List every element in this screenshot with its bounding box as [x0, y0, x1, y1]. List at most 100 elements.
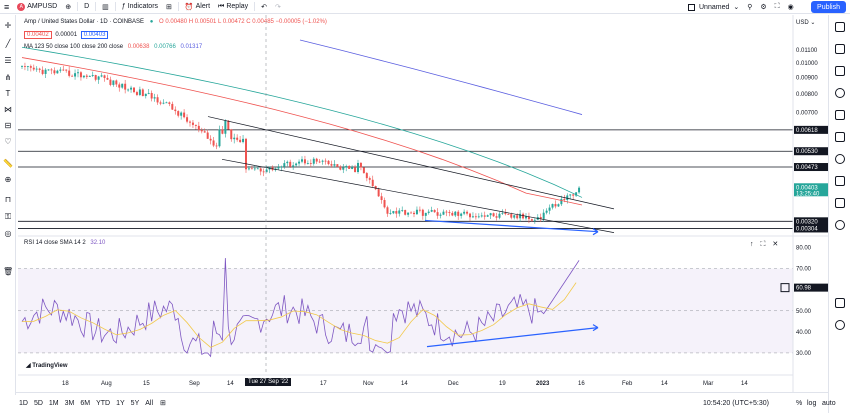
rsi-tick: 40.00	[796, 330, 812, 336]
eye-icon[interactable]: ◎	[4, 229, 12, 238]
range-5d[interactable]: 5D	[33, 399, 43, 407]
candle-body	[359, 162, 362, 168]
symbol-search[interactable]: A AMPUSD	[13, 0, 61, 14]
layout-name: Unnamed	[699, 3, 730, 11]
range-1d[interactable]: 1D	[19, 399, 28, 407]
candle-body	[35, 68, 38, 70]
auto-toggle[interactable]: auto	[822, 399, 836, 407]
news-icon[interactable]	[835, 132, 845, 142]
trash-icon[interactable]: 🗑	[3, 267, 14, 276]
ruler-icon[interactable]: 📏	[3, 159, 13, 168]
pitchfork-icon[interactable]: ⋔	[4, 73, 12, 82]
redo-icon[interactable]: ↷	[275, 3, 281, 11]
candle-body	[56, 70, 59, 74]
rsi-trend-arrow	[426, 327, 599, 348]
heart-icon[interactable]: ♡	[4, 137, 12, 146]
crosshair-icon[interactable]: ✛	[4, 21, 12, 30]
zoom-icon[interactable]: ⊕	[4, 175, 12, 184]
search-icon[interactable]: ⚲	[747, 4, 753, 11]
range-1y[interactable]: 1Y	[116, 399, 125, 407]
calendar-icon[interactable]	[835, 110, 845, 120]
currency-selector[interactable]: USD ⌄	[796, 20, 816, 26]
time-tick: 2023	[536, 381, 550, 387]
ask-chip[interactable]: 0.00403	[80, 31, 109, 39]
bid-chip[interactable]: 0.00402	[24, 31, 52, 39]
candle-body	[189, 121, 191, 123]
ma-legend: MA 123 50 close 100 close 200 close 0.00…	[24, 44, 202, 50]
watchlist-icon[interactable]	[835, 22, 845, 32]
candle-body	[230, 129, 233, 140]
ideas-icon[interactable]	[835, 154, 845, 164]
symbol-label: AMPUSD	[27, 3, 58, 10]
range-3m[interactable]: 3M	[64, 399, 75, 407]
ma-label: MA 123 50 close 100 close 200 close	[24, 44, 124, 50]
interval-button[interactable]: D	[84, 3, 90, 10]
maximize-icon[interactable]: ⛶	[760, 241, 766, 248]
menu-icon[interactable]: ≡	[4, 1, 10, 12]
bid-ask: 0.00402 0.00001 0.00403	[24, 31, 110, 39]
replay-button[interactable]: ⏮ Replay	[214, 0, 252, 14]
rsi-legend: RSI 14 close SMA 14 2 32.10	[24, 240, 105, 246]
candle-body	[29, 66, 32, 68]
candle-body	[165, 102, 168, 104]
candle-body	[365, 173, 368, 179]
undo-icon[interactable]: ↶	[261, 3, 268, 11]
help-icon[interactable]	[835, 298, 845, 308]
range-buttons: 1D 5D 1M 3M 6M YTD 1Y 5Y All	[16, 400, 156, 407]
level-tag: 0.00618	[796, 128, 818, 134]
range-1m[interactable]: 1M	[48, 399, 59, 407]
lock-icon[interactable]: ⚿	[4, 212, 12, 221]
candle-body	[519, 213, 522, 219]
candle-body	[180, 112, 183, 116]
chart-type-icon[interactable]: ▥	[102, 3, 109, 11]
rsi-tick: 80.00	[796, 246, 812, 252]
hotlist-icon[interactable]	[835, 88, 845, 98]
pattern-icon[interactable]: ⋈	[4, 105, 12, 114]
move-up-icon[interactable]: ↑	[750, 241, 754, 248]
magnet-icon[interactable]: ⊓	[4, 195, 12, 204]
log-toggle[interactable]: log	[807, 399, 817, 407]
candle-body	[330, 164, 333, 166]
layout-button[interactable]: Unnamed ⌄	[684, 0, 743, 14]
indicators-button[interactable]: ƒ Indicators	[118, 0, 162, 14]
horizontal-lines-icon[interactable]: ☰	[4, 56, 12, 65]
channel-upper-line	[207, 116, 615, 210]
calendar-range-icon[interactable]: ⊞	[160, 400, 166, 407]
measure-icon[interactable]: ⊟	[4, 121, 12, 130]
candle-body	[200, 130, 203, 132]
text-icon[interactable]: T	[5, 89, 11, 98]
range-5y[interactable]: 5Y	[130, 399, 140, 407]
candle-body	[415, 209, 418, 215]
range-all[interactable]: All	[145, 399, 154, 407]
candle-body	[283, 163, 286, 167]
alert-button[interactable]: ⏰ Alert	[181, 0, 214, 14]
chat-icon[interactable]	[835, 176, 845, 186]
gear-icon[interactable]: ⚙	[760, 4, 767, 11]
trend-line-icon[interactable]: ╱	[5, 39, 11, 48]
candle-body	[539, 217, 542, 219]
publish-button[interactable]: Publish	[811, 1, 846, 13]
alerts-icon[interactable]	[835, 44, 845, 54]
data-window-icon[interactable]	[835, 66, 845, 76]
range-6m[interactable]: 6M	[80, 399, 91, 407]
clock-display[interactable]: 10:54:20 (UTC+5:30)	[703, 399, 769, 407]
candle-body	[380, 196, 383, 201]
candle-body	[430, 210, 433, 212]
candle-body	[168, 102, 171, 104]
level-tag-bg	[794, 217, 828, 226]
add-symbol-icon[interactable]: ⊕	[65, 3, 72, 11]
support-icon[interactable]	[835, 320, 845, 330]
candle-body	[395, 211, 398, 214]
camera-icon[interactable]: ◉	[787, 4, 794, 11]
fullscreen-icon[interactable]: ⛶	[774, 3, 780, 10]
close-pane-icon[interactable]: ✕	[772, 241, 779, 248]
candle-body	[336, 164, 339, 167]
level-tag-bg	[794, 125, 828, 134]
candle-body	[250, 168, 253, 170]
percent-toggle[interactable]: %	[796, 399, 803, 407]
range-ytd[interactable]: YTD	[96, 399, 111, 407]
streams-icon[interactable]	[835, 198, 845, 208]
notifications-icon[interactable]	[835, 220, 845, 230]
templates-icon[interactable]: ⊞	[166, 3, 172, 11]
